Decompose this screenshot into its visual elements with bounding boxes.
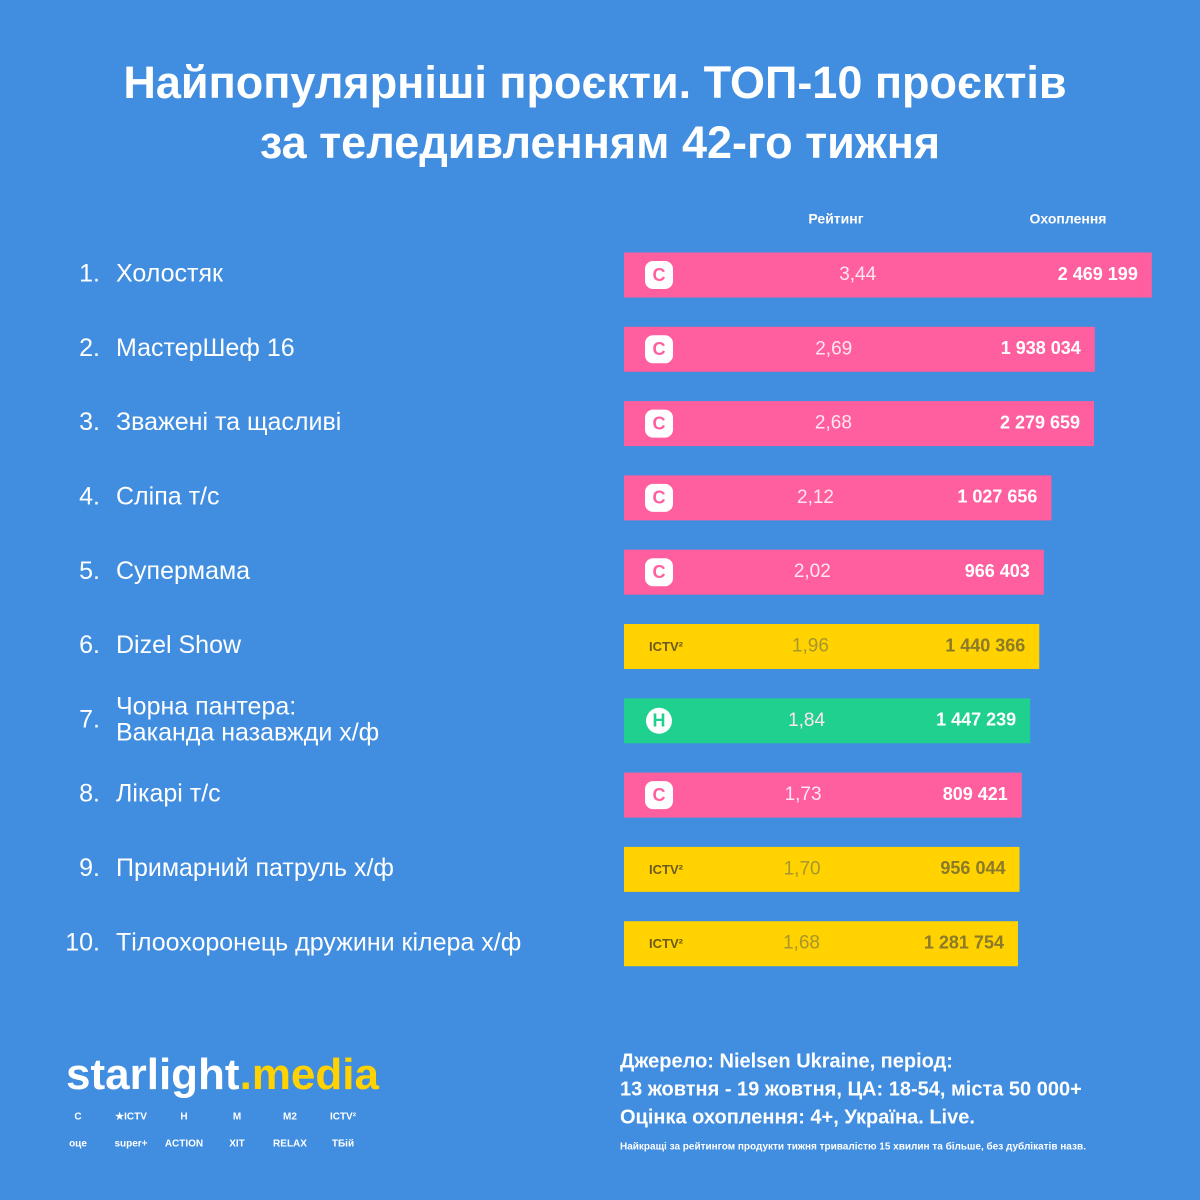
channel-mini-logo: RELAX: [273, 1139, 307, 1150]
reach-label: 1 440 366: [945, 635, 1025, 655]
channel-mini-logo: ACTION: [165, 1139, 203, 1150]
logo-bg: [645, 781, 673, 810]
project-name: Лікарі т/с: [116, 780, 221, 808]
column-header: Рейтинг: [808, 211, 863, 227]
rating-label: 2,12: [797, 487, 834, 508]
project-name: Ваканда назавжди х/ф: [116, 718, 379, 746]
bar: [624, 401, 1095, 447]
logo-bg: [645, 558, 673, 587]
source: 13 жовтня - 19 жовтня, ЦА: 18-54, міста …: [620, 1078, 1082, 1100]
project-name: Тілоохоронець дружини кілера х/ф: [116, 928, 521, 956]
project-name: Зважені та щасливі: [116, 408, 341, 436]
reach-label: 966 403: [965, 561, 1030, 581]
channel-logo: Н: [653, 711, 666, 731]
channel-mini-logo: XIT: [229, 1139, 245, 1150]
project-name: Супермама: [116, 557, 250, 585]
reach-label: 1 938 034: [1001, 338, 1081, 358]
rating-label: 1,73: [785, 784, 822, 805]
reach-label: 956 044: [940, 858, 1005, 878]
rank: 6.: [79, 631, 100, 659]
channel-mini-logo: С: [74, 1112, 81, 1123]
rank: 1.: [79, 260, 100, 288]
channel-logo: С: [653, 488, 666, 508]
channel-logo: С: [653, 785, 666, 805]
reach-label: 2 279 659: [1000, 412, 1080, 432]
project-name: Холостяк: [116, 260, 224, 288]
channel-logo: С: [653, 562, 666, 582]
rank: 5.: [79, 557, 100, 585]
bar: [624, 921, 1018, 967]
rank: 9.: [79, 854, 100, 882]
bar: [624, 624, 1040, 669]
column-header: Охоплення: [1030, 211, 1107, 227]
bar: [624, 698, 1031, 744]
bar: [624, 252, 1152, 298]
rank: 3.: [79, 408, 100, 436]
channel-mini-logo: Н: [180, 1112, 187, 1123]
rating-label: 2,02: [794, 561, 831, 582]
channel-logo: ICTV²: [649, 639, 684, 654]
rating-label: 1,68: [783, 933, 820, 954]
channel-logo: С: [653, 413, 666, 433]
source: Оцінка охоплення: 4+, Україна. Live.: [620, 1106, 975, 1128]
channel-logo: ICTV²: [649, 936, 684, 951]
logo-bg: [645, 409, 673, 438]
bar: [624, 772, 1022, 818]
bar: [624, 846, 1020, 892]
brand-part: .: [240, 1050, 252, 1099]
bar: [624, 475, 1052, 521]
channel-logo: С: [653, 339, 666, 359]
chart-title: за теледивленням 42-го тижня: [260, 117, 940, 168]
reach-label: 1 447 239: [936, 710, 1016, 730]
rank: 8.: [79, 780, 100, 808]
bar: [624, 549, 1044, 595]
channel-mini-logo: ICTV²: [330, 1112, 357, 1123]
bar: [624, 326, 1095, 372]
rating-label: 1,96: [792, 636, 829, 657]
channel-logo: ICTV²: [649, 862, 684, 877]
rating-label: 2,68: [815, 413, 852, 434]
rank: 4.: [79, 483, 100, 511]
project-name: Чорна пантера:: [116, 692, 296, 720]
reach-label: 1 027 656: [957, 487, 1037, 507]
source: Джерело: Nielsen Ukraine, період:: [620, 1050, 953, 1072]
channel-mini-logo: super+: [114, 1139, 147, 1150]
channel-mini-logo: ТБій: [332, 1139, 354, 1150]
project-name: Примарний патруль х/ф: [116, 854, 394, 882]
chart-title: Найпопулярніші проєкти. ТОП-10 проєктів: [123, 57, 1066, 108]
logo-bg: [645, 335, 673, 364]
rating-label: 1,84: [788, 710, 825, 731]
reach-label: 2 469 199: [1058, 264, 1138, 284]
rating-label: 3,44: [839, 264, 876, 285]
channel-mini-logo: оце: [69, 1139, 87, 1150]
brand-part: starlight: [66, 1050, 240, 1099]
channel-logo: С: [653, 265, 666, 285]
rating-label: 1,70: [784, 858, 821, 879]
logo-bg: [646, 707, 672, 734]
logo-bg: [645, 261, 673, 289]
project-name: Dizel Show: [116, 631, 242, 659]
logo-bg: [645, 483, 673, 512]
rank: 7.: [79, 705, 100, 733]
brand-part: media: [252, 1050, 380, 1099]
footnote: Найкращі за рейтингом продукти тижня три…: [620, 1141, 1086, 1153]
project-name: МастерШеф 16: [116, 334, 295, 362]
reach-label: 1 281 754: [924, 932, 1004, 952]
channel-mini-logo: М: [233, 1112, 241, 1123]
channel-mini-logo: М2: [283, 1112, 297, 1123]
rank: 10.: [65, 928, 100, 956]
rank: 2.: [79, 334, 100, 362]
reach-label: 809 421: [943, 784, 1008, 804]
project-name: Сліпа т/с: [116, 483, 219, 511]
channel-mini-logo: ★ICTV: [115, 1112, 147, 1123]
rating-label: 2,69: [815, 338, 852, 359]
brand: starlight.media: [66, 1050, 380, 1099]
